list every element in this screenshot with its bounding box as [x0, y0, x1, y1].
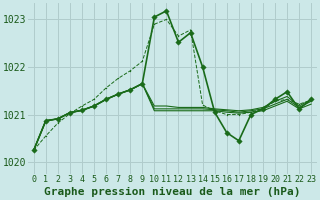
- X-axis label: Graphe pression niveau de la mer (hPa): Graphe pression niveau de la mer (hPa): [44, 187, 301, 197]
